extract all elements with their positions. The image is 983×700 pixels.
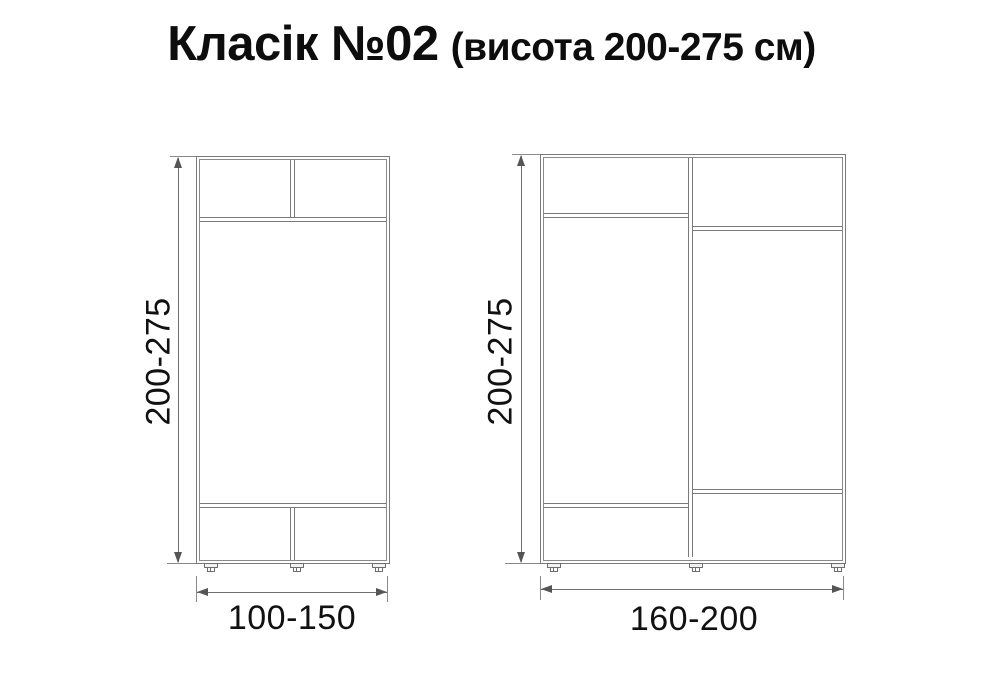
foot-icon bbox=[547, 563, 561, 572]
arrow-left-icon bbox=[197, 588, 208, 596]
title-product-name: Класік №02 bbox=[167, 17, 439, 71]
large-center-divider bbox=[688, 158, 693, 557]
small-width-dimension-label: 100-150 bbox=[227, 599, 357, 637]
large-wardrobe-drawing bbox=[540, 154, 846, 572]
large-right-top-shelf bbox=[693, 226, 842, 231]
large-height-ext-bottom bbox=[505, 563, 540, 564]
small-wardrobe-drawing bbox=[196, 156, 390, 572]
large-height-dimension-label: 200-275 bbox=[481, 297, 520, 426]
large-width-dim-line bbox=[541, 589, 843, 590]
foot-icon bbox=[689, 563, 703, 572]
large-height-dim-line bbox=[521, 156, 522, 562]
title-height-note: (висота 200-275 см) bbox=[450, 26, 817, 69]
small-width-ext-left bbox=[196, 576, 197, 602]
large-right-bottom-shelf bbox=[693, 489, 842, 494]
large-width-ext-right bbox=[843, 576, 844, 600]
arrow-left-icon bbox=[541, 585, 552, 593]
small-top-divider bbox=[290, 160, 295, 217]
arrow-right-icon bbox=[376, 588, 387, 596]
foot-icon bbox=[290, 563, 304, 572]
small-wardrobe-inner-frame bbox=[199, 159, 387, 561]
large-width-dimension-label: 160-200 bbox=[629, 600, 759, 638]
arrow-up-icon bbox=[174, 157, 182, 168]
small-height-dim-line bbox=[178, 158, 179, 562]
small-bottom-shelf bbox=[200, 503, 386, 508]
large-wardrobe-inner-frame bbox=[543, 157, 843, 561]
foot-icon bbox=[831, 563, 845, 572]
large-height-ext-top bbox=[512, 154, 540, 155]
small-height-dimension-label: 200-275 bbox=[139, 297, 178, 426]
large-width-ext-left bbox=[540, 576, 541, 600]
small-top-shelf bbox=[200, 217, 386, 222]
small-width-ext-right bbox=[387, 576, 388, 602]
small-height-ext-top bbox=[170, 156, 196, 157]
foot-icon bbox=[204, 563, 218, 572]
large-left-bottom-shelf bbox=[544, 503, 688, 508]
small-height-ext-bottom bbox=[167, 563, 196, 564]
arrow-down-icon bbox=[174, 552, 182, 563]
foot-icon bbox=[372, 563, 386, 572]
arrow-right-icon bbox=[832, 585, 843, 593]
diagram-title: Класік №02 (висота 200-275 см) bbox=[0, 16, 983, 72]
arrow-up-icon bbox=[517, 155, 525, 166]
small-width-dim-line bbox=[197, 592, 387, 593]
large-left-top-shelf bbox=[544, 213, 688, 218]
arrow-down-icon bbox=[517, 552, 525, 563]
small-bottom-divider bbox=[290, 508, 295, 560]
